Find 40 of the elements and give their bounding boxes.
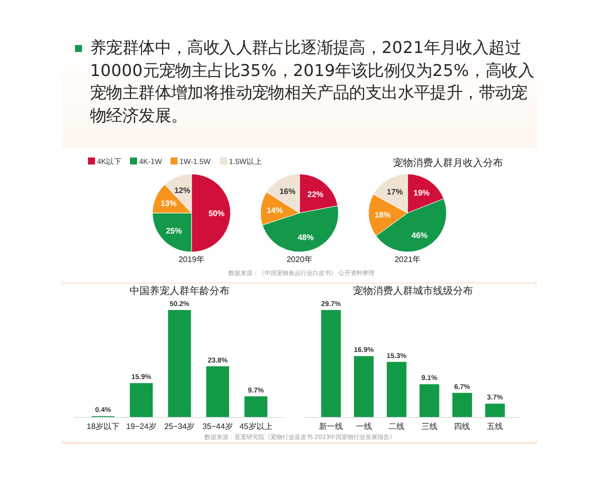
- slice-label: 2019年: [178, 255, 204, 264]
- bar: [420, 384, 440, 417]
- data-label: 16%: [279, 187, 296, 196]
- slice-label: 2021年: [394, 255, 420, 264]
- x-tick-label: 19~24岁: [126, 422, 157, 431]
- data-label: 46%: [412, 230, 428, 240]
- bar: [386, 362, 406, 417]
- data-label: 19%: [414, 188, 430, 198]
- x-tick-label: 25~34岁: [164, 422, 195, 431]
- x-tick-label: 四线: [454, 422, 470, 431]
- x-tick-label: 18岁以下: [86, 422, 120, 431]
- data-label: 18%: [374, 210, 391, 220]
- x-tick-label: 45岁以上: [239, 422, 272, 431]
- bar: [485, 404, 505, 417]
- data-label: 22%: [307, 190, 324, 199]
- bar: [354, 356, 374, 417]
- slice-label: 2020年: [286, 255, 312, 264]
- text: 养宠群体中，高收入人群占比逐渐提高，2021年月收入超过10000元宠物主占比35%，2019年该比例仅为25%，高收入宠物主群体增加将推动宠物相关产品的支出水平提升，带动宠物经济发展。: [90, 37, 536, 128]
- data-label: 48%: [298, 233, 314, 242]
- data-label: 50%: [208, 209, 224, 218]
- x-tick-label: 三线: [421, 422, 438, 431]
- x-tick-label: 五线: [487, 422, 503, 431]
- data-label: 25%: [166, 226, 182, 236]
- x-tick-label: 35~44岁: [202, 422, 233, 431]
- bar: [452, 392, 472, 417]
- data-label: 14%: [266, 206, 283, 215]
- chart-title: 宠物消费人群月收入分布: [393, 157, 503, 169]
- data-label: 13%: [160, 199, 177, 208]
- bar: [206, 366, 230, 417]
- data-label: 12%: [174, 186, 190, 195]
- x-tick-label: 二线: [388, 422, 405, 431]
- chart-title: 中国养宠人群年龄分布: [130, 285, 230, 297]
- x-tick-label: 新一线: [319, 422, 343, 431]
- bar: [321, 310, 341, 417]
- data-label: 17%: [386, 188, 403, 197]
- chart-title: 宠物消费人群城市线级分布: [353, 285, 473, 297]
- bar: [130, 383, 153, 417]
- bar: [168, 310, 191, 417]
- bar: [244, 396, 268, 417]
- x-tick-label: 一线: [356, 422, 372, 431]
